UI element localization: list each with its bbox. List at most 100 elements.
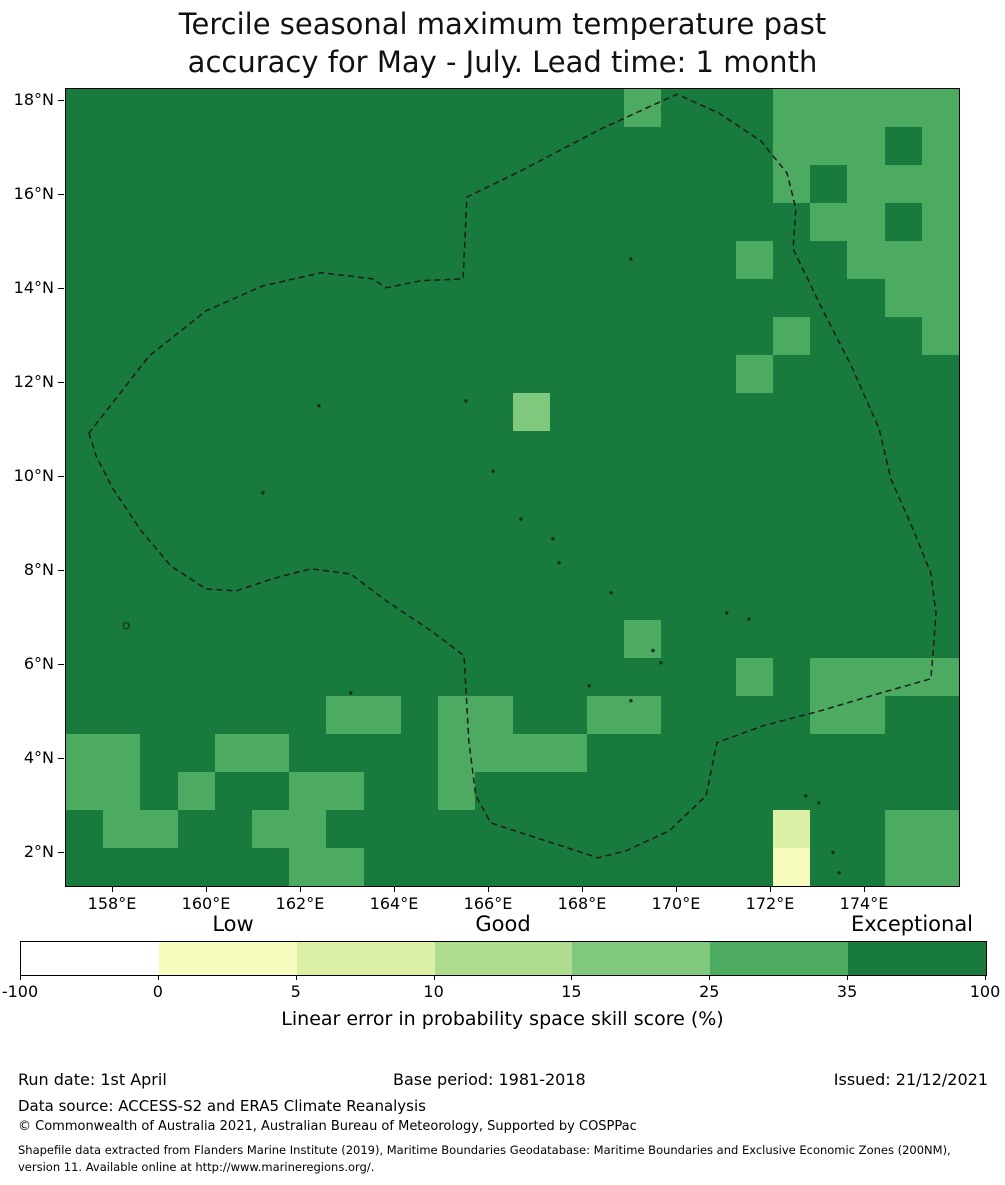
- map-cell: [363, 582, 402, 621]
- map-cell: [661, 354, 700, 394]
- map-cell: [252, 734, 290, 773]
- map-cell: [140, 430, 179, 470]
- map-cell: [438, 658, 476, 697]
- map-cell: [884, 164, 923, 204]
- map-cell: [103, 848, 141, 886]
- map-cell: [810, 126, 848, 166]
- map-cell: [884, 468, 923, 508]
- map-cell: [177, 164, 216, 204]
- map-cell: [698, 202, 737, 242]
- map-cell: [214, 202, 253, 242]
- map-cell: [66, 696, 104, 735]
- map-cell: [475, 506, 514, 546]
- map-cell: [363, 202, 402, 242]
- map-cell: [363, 316, 402, 356]
- map-cell: [772, 620, 811, 659]
- map-cell: [810, 506, 848, 546]
- map-cell: [661, 582, 700, 621]
- x-tick-label: 162°E: [275, 894, 325, 913]
- map-cell: [698, 620, 737, 659]
- map-cell: [847, 89, 886, 128]
- map-cell: [252, 240, 290, 280]
- map-cell: [921, 696, 959, 735]
- map-cell: [549, 810, 588, 849]
- colorbar-title: Linear error in probability space skill …: [281, 1008, 724, 1030]
- map-cell: [772, 354, 811, 394]
- map-cell: [735, 506, 774, 546]
- map-cell: [400, 202, 439, 242]
- map-cell: [549, 316, 588, 356]
- map-cell: [475, 734, 514, 773]
- map-cell: [103, 620, 141, 659]
- map-cell: [214, 696, 253, 735]
- map-cell: [252, 544, 290, 583]
- map-cell: [735, 848, 774, 886]
- map-cell: [624, 506, 662, 546]
- colorbar-tick-label: 35: [836, 982, 858, 1001]
- colorbar-segment: [21, 942, 159, 975]
- map-cell: [289, 354, 328, 394]
- map-cell: [214, 354, 253, 394]
- map-cell: [326, 582, 365, 621]
- figure-title: Tercile seasonal maximum temperature pas…: [0, 5, 1005, 82]
- map-cell: [400, 392, 439, 432]
- map-cell: [103, 126, 141, 166]
- map-cell: [289, 126, 328, 166]
- map-cell: [326, 696, 365, 735]
- map-cell: [884, 772, 923, 811]
- map-cell: [140, 696, 179, 735]
- map-cell: [772, 430, 811, 470]
- map-cell: [363, 848, 402, 886]
- map-cell: [289, 696, 328, 735]
- map-cell: [847, 810, 886, 849]
- map-cell: [214, 164, 253, 204]
- map-cell: [847, 696, 886, 735]
- figure-title-line2: accuracy for May - July. Lead time: 1 mo…: [187, 45, 818, 80]
- map-cell: [698, 430, 737, 470]
- map-cell: [214, 810, 253, 849]
- map-cell: [140, 126, 179, 166]
- map-cell: [549, 392, 588, 432]
- map-cell: [140, 620, 179, 659]
- map-cell: [884, 810, 923, 849]
- map-cell: [66, 126, 104, 166]
- map-cell: [66, 734, 104, 773]
- map-cell: [549, 620, 588, 659]
- map-cell: [586, 202, 625, 242]
- map-cell: [252, 89, 290, 128]
- map-cell: [735, 354, 774, 394]
- map-cell: [289, 468, 328, 508]
- map-cell: [512, 164, 551, 204]
- colorbar-tick-mark: [709, 976, 711, 980]
- map-cell: [326, 240, 365, 280]
- map-cell: [810, 810, 848, 849]
- map-cell: [772, 202, 811, 242]
- map-cell: [438, 392, 476, 432]
- map-cell: [438, 430, 476, 470]
- map-cell: [735, 240, 774, 280]
- map-cell: [810, 278, 848, 318]
- map-cell: [810, 848, 848, 886]
- y-tick-label: 4°N: [23, 747, 54, 767]
- legend-label-exceptional: Exceptional: [850, 912, 974, 936]
- map-cell: [400, 848, 439, 886]
- map-cell: [847, 392, 886, 432]
- map-cell: [772, 278, 811, 318]
- colorbar-tick-label: 100: [969, 982, 1001, 1001]
- map-cell: [624, 468, 662, 508]
- map-cell: [549, 126, 588, 166]
- map-cell: [884, 506, 923, 546]
- map-cell: [661, 164, 700, 204]
- map-cell: [772, 468, 811, 508]
- y-tick-label: 16°N: [13, 183, 54, 203]
- map-cell: [140, 658, 179, 697]
- map-cell: [884, 316, 923, 356]
- map-cell: [252, 392, 290, 432]
- map-cell: [586, 89, 625, 128]
- map-cell: [586, 316, 625, 356]
- map-cell: [326, 164, 365, 204]
- map-cell: [549, 734, 588, 773]
- map-cell: [624, 544, 662, 583]
- map-cell: [289, 278, 328, 318]
